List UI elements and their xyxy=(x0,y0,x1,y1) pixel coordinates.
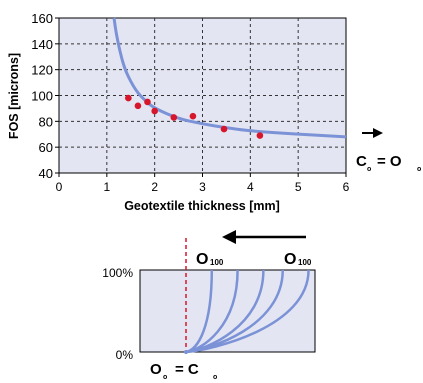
x-axis-label: Geotextile thickness [mm] xyxy=(124,199,280,213)
bottom-ytick-0: 0% xyxy=(116,348,134,362)
o100-right-sub: 100 xyxy=(298,258,312,267)
bottom-plot-area xyxy=(139,269,316,353)
data-point xyxy=(134,102,142,110)
data-points xyxy=(125,94,264,139)
breakthrough-curve xyxy=(185,269,310,354)
origin-o-letter: O xyxy=(150,361,162,378)
origin-equals-c: = C xyxy=(175,361,199,378)
origin-o-sub: o xyxy=(163,374,167,381)
y-tick-label: 160 xyxy=(31,11,53,26)
y-tick-label: 80 xyxy=(39,114,53,129)
o100-left-letter: O xyxy=(196,251,208,268)
left-arrow-icon xyxy=(222,230,236,244)
y-tick-label: 140 xyxy=(31,37,53,52)
data-point xyxy=(189,112,197,120)
c-letter: C xyxy=(356,153,367,170)
x-tick-labels: 0 1 2 3 4 5 6 xyxy=(56,180,350,194)
x-tick-label: 4 xyxy=(247,180,254,194)
x-tick-label: 2 xyxy=(151,180,158,194)
y-tick-label: 40 xyxy=(39,166,53,181)
data-point xyxy=(220,125,228,133)
data-point xyxy=(256,132,264,139)
x-tick-label: 5 xyxy=(295,180,302,194)
o100-right-letter: O xyxy=(284,251,296,268)
y-tick-label: 120 xyxy=(31,63,53,78)
limit-annotation: C o = O o xyxy=(356,128,421,173)
right-arrow-icon xyxy=(373,128,383,138)
top-ticks xyxy=(55,17,347,177)
o100-left-sub: 100 xyxy=(210,258,224,267)
origin-dot xyxy=(184,350,188,354)
y-tick-label: 60 xyxy=(39,140,53,155)
o-subscript: o xyxy=(417,166,421,173)
data-point xyxy=(151,107,158,115)
x-tick-label: 3 xyxy=(199,180,206,194)
data-point xyxy=(170,114,178,121)
fos-vs-thickness-chart: 0 1 2 3 4 5 6 40 60 80 100 120 140 160 Geotextile th… xyxy=(7,11,421,213)
data-point xyxy=(125,94,132,102)
top-grid xyxy=(59,18,346,173)
x-tick-label: 0 xyxy=(56,180,63,194)
c-subscript: o xyxy=(367,166,371,173)
y-tick-label: 100 xyxy=(31,89,53,104)
y-tick-labels: 40 60 80 100 120 140 160 xyxy=(31,11,53,181)
y-axis-label: FOS [microns] xyxy=(7,53,21,139)
x-tick-label: 1 xyxy=(103,180,110,194)
data-point xyxy=(144,98,151,106)
filtration-diagram: O 100 O 100 100% 0% O o = C o xyxy=(102,230,316,381)
bottom-ytick-100: 100% xyxy=(102,266,133,280)
bottom-curves xyxy=(185,269,310,354)
origin-c-sub: o xyxy=(213,374,217,381)
equals-o-text: = O xyxy=(377,153,402,170)
x-tick-label: 6 xyxy=(343,180,350,194)
